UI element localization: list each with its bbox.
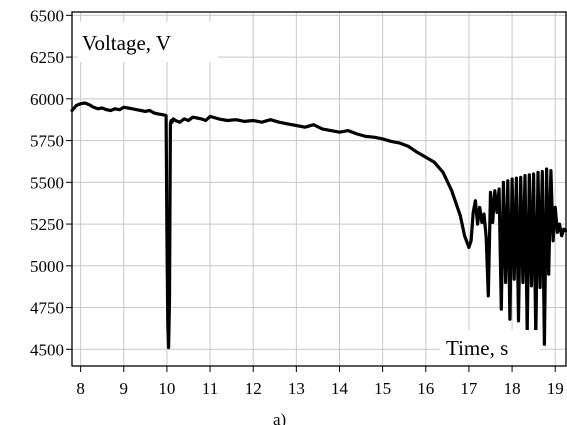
- x-tick-label: 17: [460, 379, 478, 398]
- xlabel-backdrop: [440, 330, 540, 364]
- voltage-series-line: [70, 101, 567, 350]
- x-tick-label: 12: [245, 379, 262, 398]
- x-tick-label: 14: [331, 379, 349, 398]
- y-tick-label: 6000: [30, 90, 64, 109]
- x-tick-label: 10: [158, 379, 175, 398]
- x-tick-label: 18: [504, 379, 521, 398]
- y-tick-label: 6500: [30, 6, 64, 25]
- y-tick-label: 4750: [30, 299, 64, 318]
- x-tick-label: 15: [374, 379, 391, 398]
- plot-frame: [71, 11, 567, 367]
- y-tick-label: 5750: [30, 132, 64, 151]
- x-tick-label: 19: [547, 379, 564, 398]
- y-tick-label: 5250: [30, 215, 64, 234]
- y-tick-label: 5500: [30, 173, 64, 192]
- y-tick-label: 6250: [30, 48, 64, 67]
- figure-caption: a): [273, 410, 286, 425]
- x-tick-label: 13: [288, 379, 305, 398]
- x-axis-label: Time, s: [446, 336, 508, 360]
- x-tick-label: 11: [202, 379, 218, 398]
- tick-labels: 8 9 10 11 12 13 14 15 16 17 18 19 4500 4750 5000 5250 55…: [30, 6, 564, 398]
- x-tick-label: 9: [120, 379, 129, 398]
- y-tick-label: 4500: [30, 340, 64, 359]
- x-tick-label: 8: [76, 379, 85, 398]
- y-tick-label: 5000: [30, 257, 64, 276]
- y-axis-label: Voltage, V: [82, 31, 171, 55]
- grid: [72, 12, 566, 366]
- x-tick-label: 16: [417, 379, 434, 398]
- ylabel-backdrop: [78, 22, 218, 62]
